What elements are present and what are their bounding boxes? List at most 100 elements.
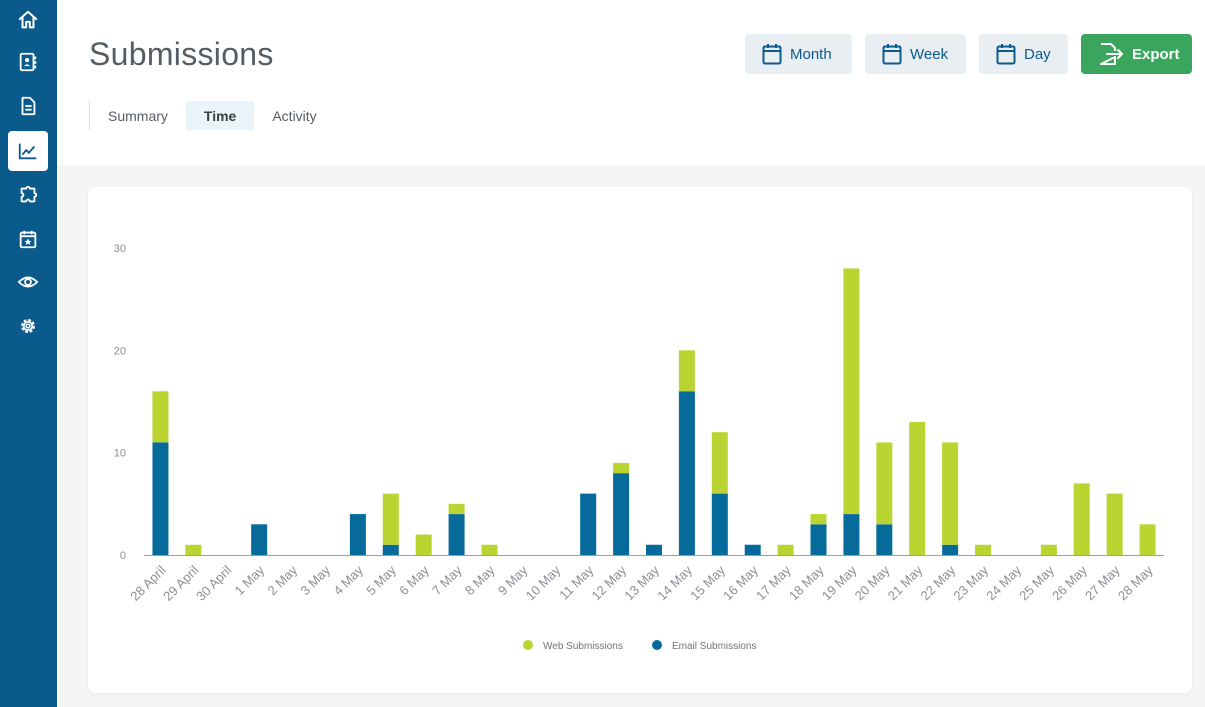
day-button-label: Day	[1024, 45, 1051, 63]
legend-web-submissions-swatch	[523, 640, 533, 650]
bar-email-submissions	[613, 473, 630, 555]
x-tick-label: 29 April	[160, 562, 201, 603]
bar-email-submissions	[646, 544, 662, 555]
bar-web-submissions	[678, 350, 695, 392]
week-button[interactable]: Week	[865, 34, 966, 74]
y-tick-label: 30	[114, 243, 126, 255]
x-tick-label: 24 May	[983, 562, 1024, 603]
x-tick-label: 12 May	[588, 562, 629, 603]
line-chart-icon	[18, 143, 37, 160]
x-tick-label: 25 May	[1016, 562, 1057, 603]
bar-web-submissions	[448, 503, 465, 515]
x-tick-label: 20 May	[852, 562, 893, 603]
export-button-label: Export	[1132, 45, 1180, 63]
bar-email-submissions	[711, 493, 728, 555]
x-tick-label: 3 May	[297, 562, 333, 598]
calendar-icon	[996, 44, 1016, 65]
x-tick-label: 14 May	[654, 562, 695, 603]
bar-email-submissions	[744, 544, 761, 555]
day-button[interactable]: Day	[979, 34, 1068, 74]
bar-web-submissions	[185, 544, 202, 555]
x-tick-label: 22 May	[917, 562, 958, 603]
y-tick-label: 10	[114, 448, 126, 460]
bar-email-submissions	[349, 514, 366, 555]
nav-contacts[interactable]	[8, 42, 48, 82]
x-tick-label: 21 May	[885, 562, 926, 603]
nav-preview[interactable]	[8, 262, 48, 302]
bar-web-submissions	[876, 442, 893, 525]
legend-email-submissions-label: Email Submissions	[672, 641, 756, 652]
bar-web-submissions	[382, 493, 399, 545]
nav-settings[interactable]	[8, 306, 48, 346]
bar-email-submissions	[942, 544, 959, 555]
bar-web-submissions	[1040, 544, 1057, 555]
bar-web-submissions	[152, 391, 169, 443]
month-button[interactable]: Month	[745, 34, 852, 74]
tab-summary[interactable]: Summary	[108, 107, 168, 124]
bar-email-submissions	[382, 544, 399, 555]
bar-web-submissions	[1139, 524, 1156, 555]
document-icon	[21, 96, 36, 116]
bar-web-submissions	[909, 421, 926, 555]
header: Submissions Summary Time Activity Month …	[57, 0, 1205, 165]
x-tick-label: 5 May	[363, 562, 399, 598]
nav-documents[interactable]	[8, 86, 48, 126]
calendar-star-icon	[19, 230, 37, 249]
bar-web-submissions	[942, 442, 959, 545]
x-tick-label: 27 May	[1082, 562, 1123, 603]
eye-icon	[17, 276, 39, 288]
x-tick-label: 8 May	[462, 562, 498, 598]
legend-web-submissions-label: Web Submissions	[543, 641, 623, 652]
bar-web-submissions	[415, 534, 432, 555]
y-tick-label: 20	[114, 345, 126, 357]
week-button-label: Week	[910, 45, 949, 63]
bar-email-submissions	[876, 524, 893, 555]
x-tick-label: 1 May	[232, 562, 268, 598]
x-tick-label: 4 May	[330, 562, 366, 598]
sidebar	[0, 0, 57, 707]
bar-web-submissions	[777, 544, 794, 555]
nav-reports[interactable]	[8, 131, 48, 171]
bar-web-submissions	[975, 544, 992, 555]
bar-email-submissions	[251, 524, 268, 555]
x-tick-label: 28 April	[127, 562, 168, 603]
content-area: 0 10 20 30 28 April 29 April 30 April 1 May 2 Ma…	[57, 165, 1205, 707]
calendar-icon	[882, 44, 902, 65]
bar-email-submissions	[448, 514, 465, 555]
gear-icon	[21, 319, 35, 333]
bar-web-submissions	[1106, 493, 1123, 555]
export-button[interactable]: Export	[1081, 34, 1192, 74]
bar-web-submissions	[711, 432, 728, 494]
bar-email-submissions	[843, 514, 860, 555]
x-tick-label: 30 April	[193, 562, 234, 603]
calendar-icon	[762, 44, 782, 65]
puzzle-icon	[20, 185, 38, 203]
x-tick-label: 17 May	[753, 562, 794, 603]
nav-events[interactable]	[8, 219, 48, 259]
x-tick-label: 2 May	[265, 562, 301, 598]
x-tick-label: 18 May	[786, 562, 827, 603]
tab-activity[interactable]: Activity	[272, 107, 317, 124]
x-tick-label: 16 May	[720, 562, 761, 603]
x-tick-label: 7 May	[429, 562, 465, 598]
legend-email-submissions-swatch	[652, 640, 662, 650]
y-tick-label: 0	[120, 550, 126, 562]
bar-web-submissions	[843, 268, 860, 515]
tab-bar: Summary Time Activity	[89, 101, 335, 130]
bar-email-submissions	[810, 524, 827, 555]
x-tick-label: 28 May	[1115, 562, 1156, 603]
bar-web-submissions	[1073, 483, 1090, 555]
x-tick-label: 26 May	[1049, 562, 1090, 603]
nav-integrations[interactable]	[8, 175, 48, 215]
bar-email-submissions	[580, 493, 597, 555]
x-tick-label: 13 May	[621, 562, 662, 603]
home-icon	[18, 10, 38, 29]
nav-home[interactable]	[8, 0, 48, 40]
export-icon	[1100, 43, 1123, 65]
x-tick-label: 19 May	[819, 562, 860, 603]
x-tick-label: 15 May	[687, 562, 728, 603]
page-title: Submissions	[89, 36, 274, 72]
tab-time[interactable]: Time	[185, 101, 255, 130]
bar-web-submissions	[481, 544, 498, 555]
